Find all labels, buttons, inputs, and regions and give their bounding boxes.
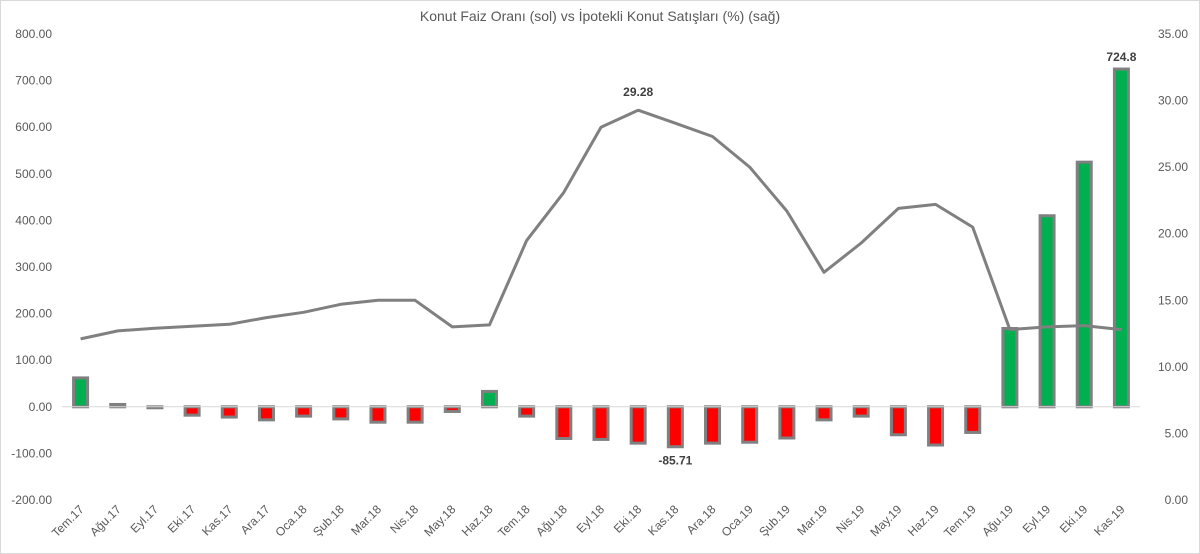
x-tick-label: Eyl.17: [128, 502, 162, 536]
bar: [72, 376, 90, 409]
x-tick-label: Eki.17: [165, 502, 199, 536]
x-tick-label: Nis.19: [833, 502, 867, 536]
line-series: [80, 108, 1122, 341]
y-right-tick-label: 5.00: [1165, 426, 1189, 440]
x-tick-label: Eyl.18: [574, 502, 608, 536]
y-left-tick-label: 800.00: [15, 27, 52, 41]
y-right-tick-label: 25.00: [1158, 160, 1188, 174]
bar: [778, 405, 796, 440]
y-right-tick-label: 15.00: [1158, 293, 1188, 307]
bar: [704, 405, 722, 445]
x-tick-label: May.19: [867, 502, 904, 539]
bar: [1038, 214, 1056, 409]
data-label: 724.8: [1106, 50, 1136, 64]
x-tick-label: Haz.18: [459, 502, 496, 539]
y-left-tick-label: 600.00: [15, 120, 52, 134]
x-tick-label: Ara.18: [684, 502, 719, 537]
x-tick-label: Kas.18: [645, 502, 682, 539]
x-tick-label: Tem.17: [49, 502, 87, 540]
y-left-tick-label: 300.00: [15, 260, 52, 274]
bar: [443, 405, 461, 413]
x-tick-label: Oca.18: [272, 502, 309, 539]
bar: [852, 405, 870, 418]
x-tick-label: Tem.19: [941, 502, 979, 540]
y-left-tick-label: 200.00: [15, 307, 52, 321]
x-tick-label: Eyl.19: [1020, 502, 1054, 536]
x-tick-label: Nis.18: [387, 502, 421, 536]
bar: [257, 405, 275, 422]
y-left-tick-label: 100.00: [15, 353, 52, 367]
bar: [518, 405, 536, 418]
y-right-tick-label: 0.00: [1165, 493, 1189, 507]
x-tick-label: Mar.19: [794, 502, 830, 538]
bar: [741, 405, 759, 444]
x-tick-label: Şub.18: [310, 502, 347, 539]
bar: [183, 405, 201, 417]
y-left-tick-label: 700.00: [15, 74, 52, 88]
x-tick-label: Kas.17: [199, 502, 236, 539]
y-right-tick-label: 35.00: [1158, 27, 1188, 41]
y-right-tick-label: 10.00: [1158, 360, 1188, 374]
bar: [629, 405, 647, 445]
y-left-tick-label: -100.00: [11, 446, 52, 460]
bar: [592, 405, 610, 441]
bar: [480, 389, 498, 409]
bar: [666, 405, 684, 449]
bar: [406, 405, 424, 424]
bar: [1112, 67, 1130, 409]
y-right-tick-label: 30.00: [1158, 94, 1188, 108]
bar: [889, 405, 907, 437]
bar: [555, 405, 573, 440]
data-label: -85.71: [658, 454, 692, 468]
bar: [332, 405, 350, 421]
y-left-tick-label: -200.00: [11, 493, 52, 507]
x-tick-label: Kas.19: [1091, 502, 1128, 539]
x-tick-label: Oca.19: [719, 502, 756, 539]
chart-title: Konut Faiz Oranı (sol) vs İpotekli Konut…: [419, 8, 781, 24]
x-tick-label: Tem.18: [495, 502, 533, 540]
x-tick-label: Ara.17: [238, 502, 273, 537]
x-tick-label: Ağu.18: [533, 502, 570, 539]
x-tick-label: Haz.19: [905, 502, 942, 539]
x-tick-label: Eki.18: [611, 502, 645, 536]
bar: [1001, 327, 1019, 409]
bar: [815, 405, 833, 422]
x-tick-label: Ağu.19: [979, 502, 1016, 539]
x-tick-label: Eki.19: [1057, 502, 1091, 536]
y-left-tick-label: 0.00: [29, 400, 53, 414]
bar: [927, 405, 945, 447]
bar: [220, 405, 238, 419]
bar: [295, 405, 313, 418]
bar: [369, 405, 387, 424]
x-tick-label: Şub.19: [756, 502, 793, 539]
y-left-tick-label: 500.00: [15, 167, 52, 181]
bar: [1075, 160, 1093, 409]
y-right-tick-label: 20.00: [1158, 227, 1188, 241]
x-tick-label: Ağu.17: [87, 502, 124, 539]
bar: [964, 405, 982, 434]
y-left-tick-label: 400.00: [15, 213, 52, 227]
x-tick-label: May.18: [421, 502, 458, 539]
data-label: 29.28: [623, 85, 653, 99]
x-tick-label: Mar.18: [348, 502, 384, 538]
